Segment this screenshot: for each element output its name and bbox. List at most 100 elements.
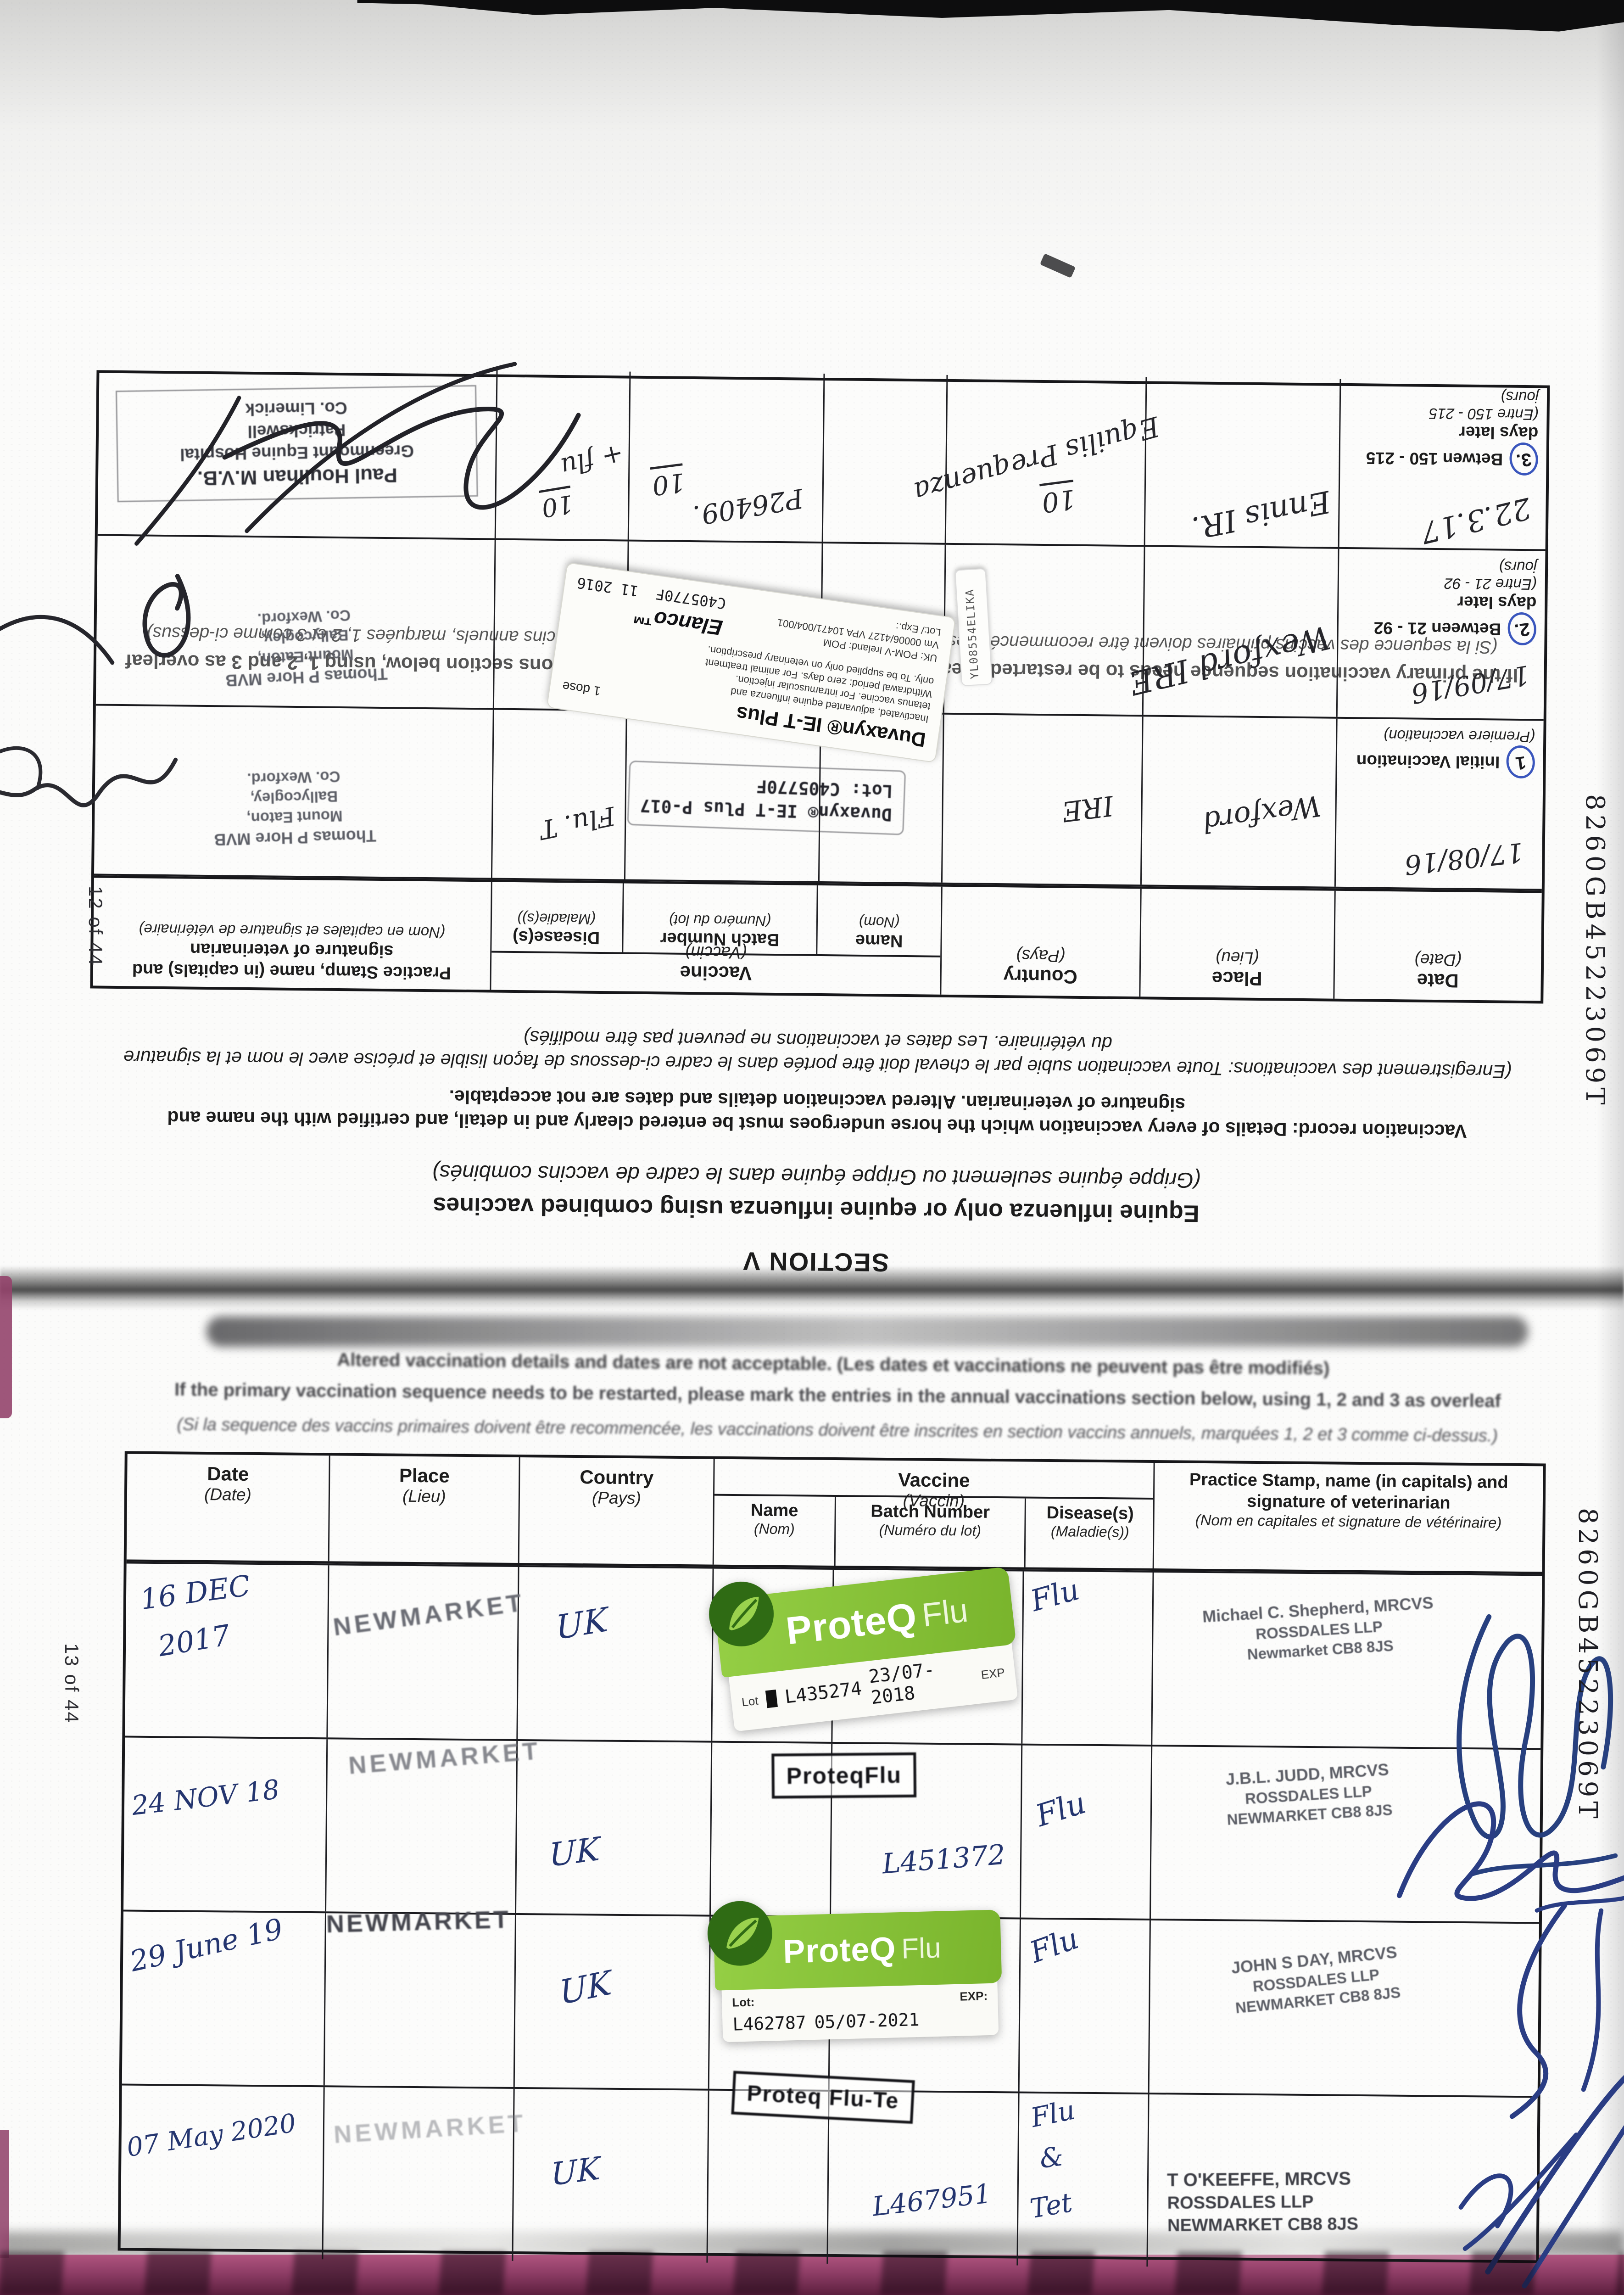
handwriting-country: UK bbox=[558, 1963, 613, 2012]
handwriting-date: 24 NOV 18 bbox=[130, 1773, 281, 1822]
handwriting-date: 22.3.17 bbox=[1417, 490, 1535, 550]
handwriting-country: 10 bbox=[1039, 479, 1078, 519]
header-vaccine-group: Vaccine (Vaccin) Name (Nom) Batch Number… bbox=[490, 882, 943, 995]
header-date: Date (Date) bbox=[1414, 950, 1462, 992]
header-date: Date (Date) bbox=[204, 1463, 252, 1504]
section-v-page-upside-down: SECTION V Equine influenza only or equin… bbox=[0, 107, 1585, 1298]
cell-place: NEWMARKET bbox=[326, 1565, 526, 1739]
cell-place: Wexford IRE bbox=[1125, 547, 1339, 717]
cell-date: 24 NOV 18 bbox=[123, 1737, 326, 1911]
handwriting-date: 07 May 2020 bbox=[125, 2108, 298, 2163]
sticker-brand: ProteQ bbox=[784, 1594, 919, 1652]
leaf-icon bbox=[707, 1901, 772, 1966]
cell-date: 16 DEC 2017 bbox=[125, 1564, 328, 1738]
sticker-brand: ProteQ bbox=[782, 1931, 897, 1970]
cell-disease: Flu bbox=[1019, 1745, 1151, 1919]
cell-disease: Flu bbox=[1018, 1919, 1150, 2093]
cell-country: UK bbox=[512, 2088, 708, 2263]
intro-line-3: (Si la sequence des vaccins primaires do… bbox=[177, 1415, 1498, 1446]
passport-code-bottom: 8260GB45223069T bbox=[1573, 1508, 1602, 1823]
cell-date: 29 June 19 bbox=[122, 1911, 325, 2085]
cell-place: NEWMARKET bbox=[322, 2087, 527, 2261]
page-number-bottom: 13 of 44 bbox=[61, 1643, 83, 1724]
signature bbox=[1396, 1801, 1624, 1913]
handwriting-country: UK bbox=[550, 2150, 601, 2194]
handwriting-date: 29 June 19 bbox=[127, 1912, 286, 1978]
practice-stamp: T O'KEEFFE, MRCVS ROSSDALES LLP NEWMARKE… bbox=[1166, 2168, 1359, 2236]
table-row: 22.3.17 3. Betwen 150 - 215 days later (… bbox=[97, 362, 1547, 551]
cell-country: UK bbox=[515, 1741, 711, 1915]
cover-sliver-left bbox=[0, 2130, 9, 2258]
handwriting-country: UK bbox=[554, 1600, 609, 1647]
header-disease: Disease(s) (Maladie(s)) bbox=[1024, 1498, 1155, 1569]
passport-cover-edge bbox=[0, 2255, 1624, 2295]
passport-cover-streaks bbox=[0, 2251, 1624, 2295]
header-country: Country (Pays) bbox=[518, 1457, 714, 1565]
cell-place: Ennis IR. bbox=[1145, 377, 1341, 547]
table-row: 16 DEC 2017 NEWMARKET UK Flu bbox=[125, 1562, 1618, 1876]
header-practice: Practice Stamp, name (in capitals) and s… bbox=[93, 878, 492, 990]
handwriting-disease: Tet bbox=[1027, 2187, 1075, 2225]
primary-vaccination-table: Date (Date) Place (Lieu) Country (Pays) … bbox=[0, 362, 1550, 1004]
scan-top-shadow bbox=[0, 0, 1624, 294]
cell-place: Wexford bbox=[1141, 716, 1338, 887]
cell-country: 10 Equilis Prequenza bbox=[910, 375, 1163, 545]
page-number-top: 12 of 44 bbox=[85, 886, 106, 967]
cell-country: IRE bbox=[942, 714, 1144, 885]
cell-place: NEWMARKET bbox=[323, 1906, 515, 2087]
proteqflu-sticker: ProteQ Flu Lot: EXP: L462787 05/07-2021 bbox=[707, 1901, 1003, 2043]
header-place: Place (Lieu) bbox=[328, 1455, 519, 1563]
header-name: Name (Nom) bbox=[750, 1500, 798, 1538]
header-batch: Batch Number (Numéro du lot) bbox=[623, 883, 818, 954]
place-stamp: NEWMARKET bbox=[333, 2109, 527, 2149]
cell-date: 17/09/16 2. Between 21 - 92 days later (… bbox=[1338, 549, 1546, 719]
place-stamp: NEWMARKET bbox=[331, 1589, 526, 1641]
handwriting-batch: L451372 bbox=[881, 1838, 1007, 1881]
cell-vaccine-name bbox=[823, 374, 948, 543]
obscured-heading bbox=[206, 1316, 1528, 1347]
circled-number: 1 bbox=[1504, 744, 1537, 780]
record-note-fr: (Enregistrement des vaccinations: Toute … bbox=[123, 1026, 1512, 1082]
page-fold-shadow bbox=[0, 1266, 1624, 1310]
signature bbox=[0, 746, 178, 807]
cell-disease: Flu. T bbox=[492, 710, 627, 879]
header-vaccine-group: Vaccine (Vaccin) Name (Nom) Batch Number… bbox=[712, 1459, 1155, 1569]
handwriting-date: 17/08/16 bbox=[1403, 836, 1525, 881]
header-place: Place (Lieu) bbox=[1140, 889, 1336, 999]
table-row: 17/09/16 2. Between 21 - 92 days later (… bbox=[0, 536, 1546, 763]
annual-vaccinations-page: Altered vaccination details and dates ar… bbox=[51, 1338, 1624, 2289]
header-disease: Disease(s) (Maladie(s)) bbox=[490, 882, 624, 952]
handwriting-date: 16 DEC bbox=[138, 1568, 252, 1617]
circled-number: 3. bbox=[1507, 441, 1540, 478]
handwriting-disease: Flu. T bbox=[537, 800, 618, 845]
handwriting-place: Ennis IR. bbox=[1189, 483, 1334, 546]
signature bbox=[0, 574, 191, 665]
place-stamp: NEWMARKET bbox=[347, 1737, 542, 1780]
handwriting-country: UK bbox=[548, 1830, 601, 1875]
header-batch: Batch Number (Numéro du lot) bbox=[834, 1496, 1025, 1567]
header-country: Country (Pays) bbox=[941, 886, 1142, 997]
table-row: 29 June 19 NEWMARKET UK Flu bbox=[122, 1901, 1604, 2119]
header-practice: Practice Stamp, name (in capitals) and s… bbox=[1152, 1463, 1543, 1572]
cell-date: 07 May 2020 bbox=[120, 2085, 323, 2259]
cell-batch: P26409. 10 bbox=[629, 371, 825, 542]
signature bbox=[1509, 1903, 1604, 2119]
signature bbox=[1458, 2073, 1624, 2289]
cell-disease: Flu & Tet bbox=[1016, 2093, 1148, 2267]
table-row: 24 NOV 18 NEWMARKET UK L451372 Flu Prote… bbox=[123, 1735, 1624, 1922]
circled-number: 2. bbox=[1506, 610, 1539, 648]
handwriting-country: IRE bbox=[1060, 789, 1116, 828]
cell-date: 17/08/16 1 Initial Vaccination (Premiere… bbox=[1336, 719, 1544, 889]
row-label: 2. Between 21 - 92 days later (Entre 21 … bbox=[1373, 557, 1539, 648]
scan-bottom-smear bbox=[0, 2232, 1624, 2257]
handwriting-date: 17/09/16 bbox=[1409, 659, 1532, 710]
practice-stamp: Thomas P Hore MVB Mount Eaton, Ballycogl… bbox=[213, 768, 377, 850]
handwriting-disease: Flu bbox=[1032, 1785, 1090, 1834]
record-note: Vaccination record: Details of every vac… bbox=[167, 1086, 1467, 1142]
barcode-mark bbox=[765, 1689, 778, 1708]
duvaxyn-lot-stamp: Duvaxyn® IE-T Plus P-017 Lot: C405770F bbox=[627, 761, 906, 835]
intro-line-1: Altered vaccination details and dates ar… bbox=[337, 1349, 1330, 1379]
handwriting-disease: Flu bbox=[1027, 1573, 1083, 1618]
proteqflu-stamp: ProteqFlu bbox=[771, 1752, 917, 1799]
